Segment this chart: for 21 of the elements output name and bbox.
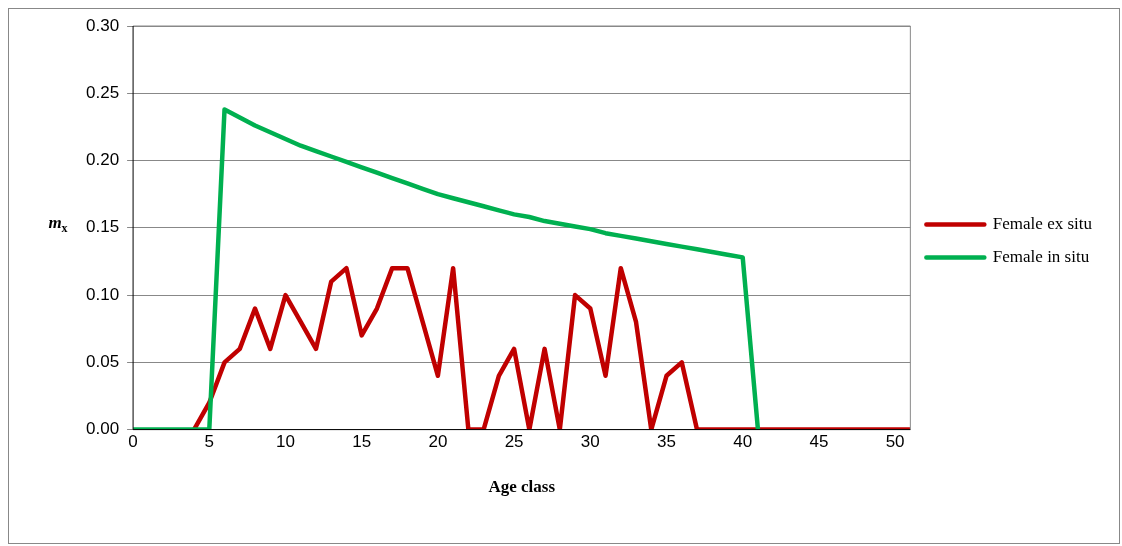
x-tick-label: 20 — [428, 432, 448, 452]
x-axis-title: Age class — [488, 476, 556, 496]
x-tick-label: 15 — [352, 432, 372, 452]
x-tick-label: 25 — [504, 432, 524, 452]
legend-label: Female ex situ — [992, 213, 1093, 233]
x-tick-label: 5 — [204, 432, 215, 452]
x-tick-label: 10 — [276, 432, 295, 452]
x-tick-label: 50 — [885, 432, 905, 452]
x-tick-label: 45 — [809, 432, 829, 452]
x-tick-label: 35 — [657, 432, 676, 452]
y-tick-label: 0.20 — [85, 150, 120, 170]
legend-label: Female in situ — [992, 246, 1090, 266]
x-tick-label: 30 — [580, 432, 600, 452]
x-tick-label: 0 — [128, 432, 138, 452]
x-tick-label: 40 — [733, 432, 753, 452]
y-tick-label: 0.05 — [85, 352, 120, 372]
y-tick-label: 0.30 — [85, 15, 120, 35]
y-tick-label: 0.00 — [85, 419, 120, 439]
y-tick-label: 0.15 — [85, 217, 120, 237]
y-tick-label: 0.10 — [85, 284, 120, 304]
y-tick-label: 0.25 — [85, 82, 120, 102]
